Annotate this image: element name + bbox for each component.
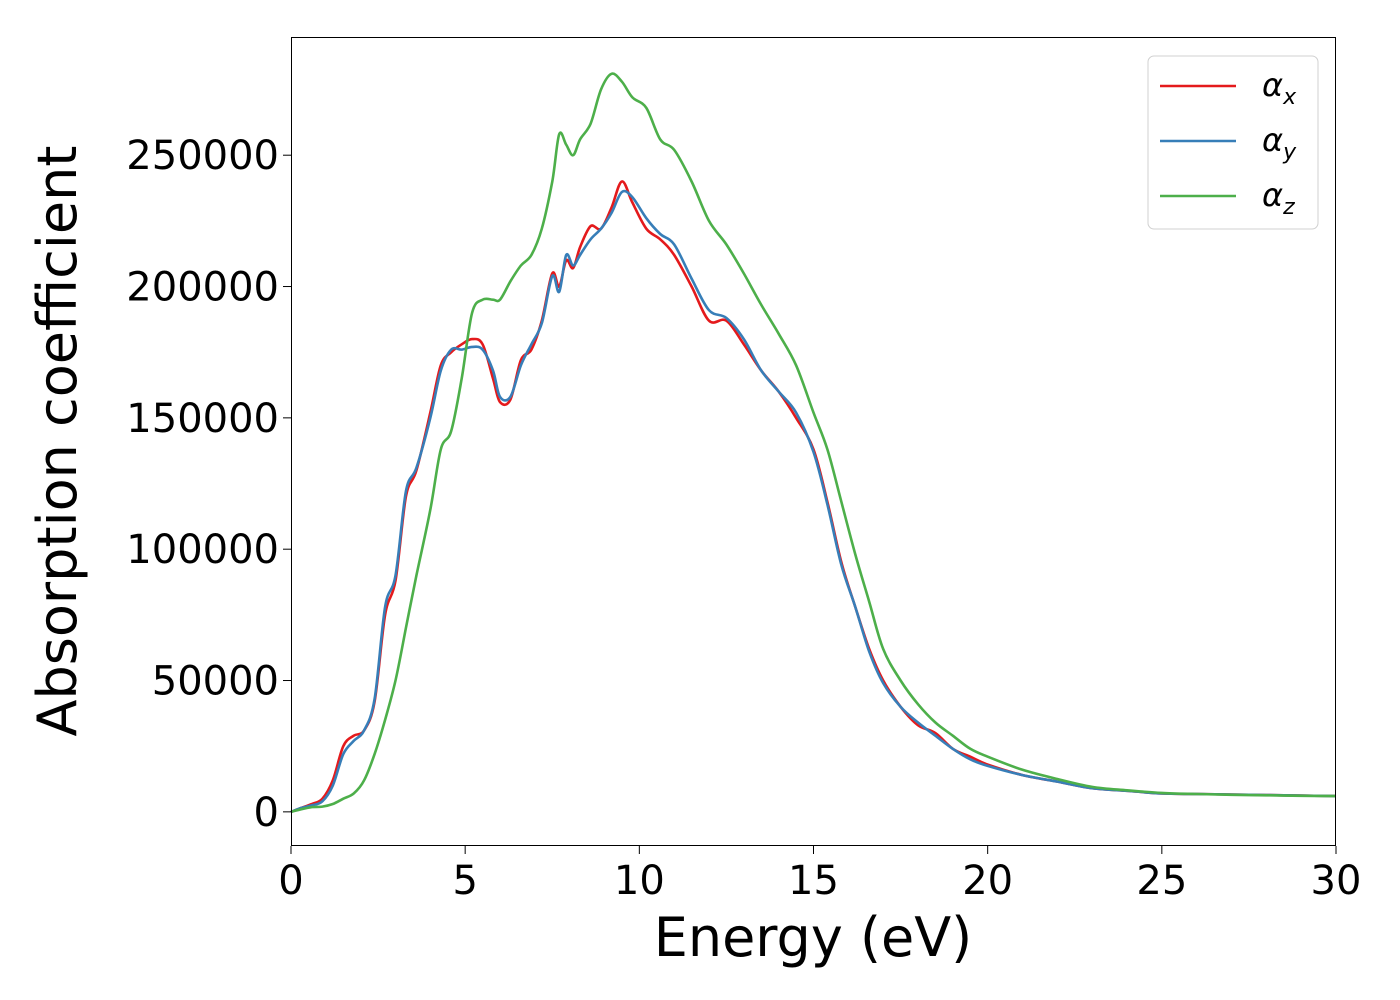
x-tick-label: 15 — [788, 858, 839, 904]
legend-label-z: αz — [1262, 176, 1295, 220]
x-tick-label: 25 — [1136, 858, 1187, 904]
x-tick-label: 10 — [614, 858, 665, 904]
y-tick-label: 0 — [254, 790, 279, 836]
x-tick-label: 20 — [962, 858, 1013, 904]
series-line-y — [290, 189, 1337, 814]
x-tick-label: 5 — [452, 858, 477, 904]
x-tick-label: 30 — [1311, 858, 1362, 904]
series-layer — [290, 72, 1337, 814]
series-line-z — [290, 72, 1337, 814]
y-axis-label: Absorption coefficient — [26, 146, 89, 737]
y-tick-label: 200000 — [126, 265, 279, 311]
y-tick-label: 100000 — [126, 527, 279, 573]
legend-box — [1147, 55, 1319, 230]
legend-label-x: αx — [1262, 66, 1297, 110]
y-tick-label: 50000 — [152, 659, 279, 705]
y-axis-ticks: 0 50000 100000 150000 200000 250000 — [126, 133, 291, 836]
series-line-x — [290, 180, 1337, 814]
x-axis-label: Energy (eV) — [654, 906, 973, 969]
legend: αx αy αz — [1147, 55, 1319, 230]
x-axis-ticks: 0 5 10 15 20 25 30 — [278, 846, 1361, 904]
y-tick-label: 250000 — [126, 133, 279, 179]
y-tick-label: 150000 — [126, 396, 279, 442]
legend-label-y: αy — [1262, 121, 1297, 165]
plot-frame — [291, 37, 1336, 846]
x-tick-label: 0 — [278, 858, 303, 904]
